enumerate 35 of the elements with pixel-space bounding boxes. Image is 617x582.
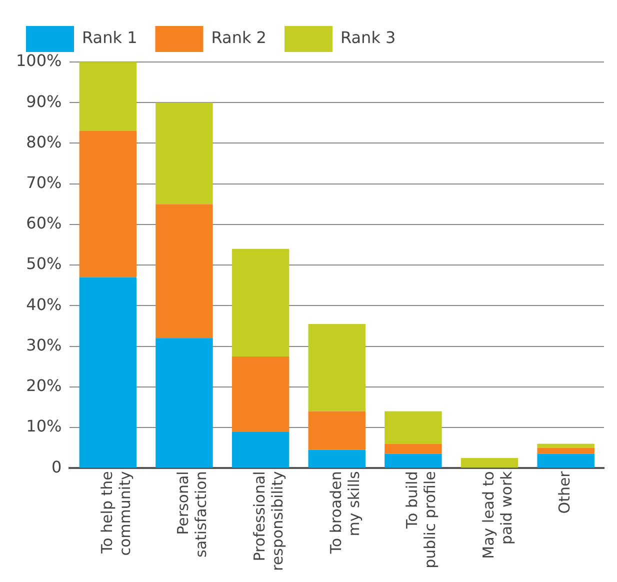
bar: [308, 411, 366, 450]
bar: [384, 454, 442, 468]
y-tick-label: 50%: [26, 254, 62, 274]
bar: [156, 338, 213, 468]
legend-label: Rank 3: [340, 28, 396, 48]
y-tick-label: 30%: [26, 335, 62, 354]
bar: [384, 411, 442, 444]
y-tick-label: 40%: [26, 294, 62, 314]
legend-label: Rank 1: [82, 28, 138, 48]
x-tick-label: Other: [556, 470, 574, 514]
legend-label: Rank 2: [211, 28, 266, 48]
bar: [232, 248, 290, 356]
bar: [460, 458, 518, 468]
bar: [537, 454, 594, 468]
y-tick-label: 20%: [26, 376, 62, 396]
y-tick-label: 60%: [26, 214, 62, 233]
bar: [308, 450, 366, 468]
bar: [537, 448, 594, 454]
bar: [156, 102, 213, 204]
bar: [156, 204, 213, 338]
bar: [79, 62, 137, 132]
bar: [232, 432, 290, 468]
y-tick-label: 10%: [26, 416, 62, 436]
bar: [308, 324, 366, 412]
y-tick-label: 100%: [16, 51, 62, 70]
y-tick-label: 90%: [26, 92, 62, 111]
y-tick-label: 0: [52, 457, 62, 476]
x-tick-label: To help the community: [98, 471, 134, 556]
y-tick-label: 70%: [26, 173, 62, 192]
y-tick-label: 80%: [26, 132, 62, 152]
bar: [232, 356, 290, 432]
bar: [537, 444, 594, 448]
bar: [384, 444, 442, 454]
bar: [79, 131, 137, 278]
bar: [79, 277, 137, 468]
